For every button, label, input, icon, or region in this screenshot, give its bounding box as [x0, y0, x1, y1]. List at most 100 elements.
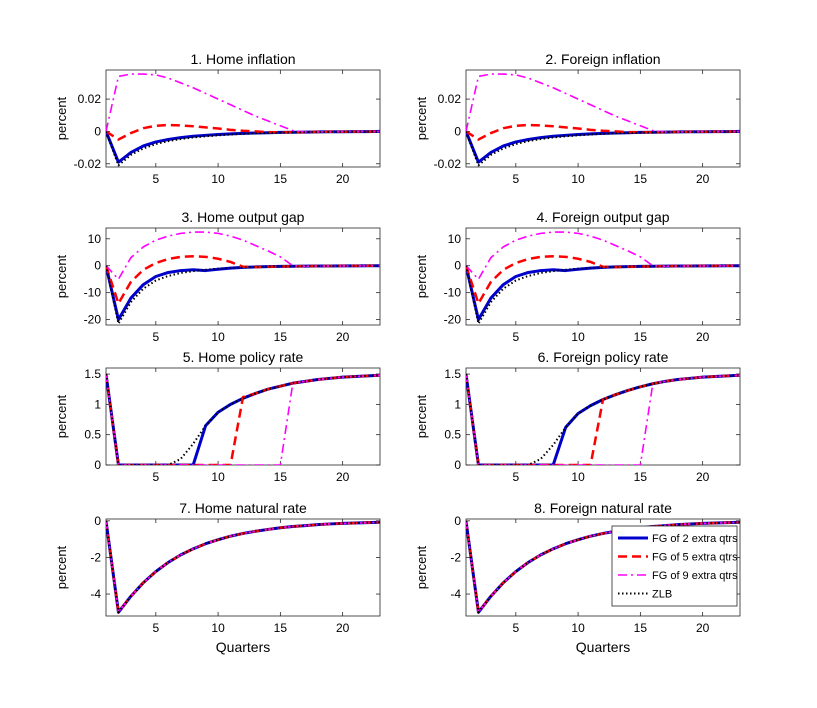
x-axis-label: Quarters — [576, 639, 630, 655]
y-axis-label: percent — [414, 394, 429, 438]
y-tick-label: 0 — [454, 458, 461, 472]
panel-8: 5 10 15 20 -4 -2 0 8. Foreign natural rate perce… — [414, 500, 741, 655]
series-group — [106, 231, 380, 325]
x-axis-label: Quarters — [216, 639, 270, 655]
panel-1: 5 10 15 20 -0.02 0 0.02 1. Home inflation percen… — [54, 51, 381, 186]
y-tick-label: -0.02 — [74, 157, 102, 171]
y-axis-label: percent — [414, 545, 429, 589]
panel-title: 1. Home inflation — [190, 51, 295, 67]
plot-area — [105, 69, 381, 168]
series-line-fg-of-5-extra-qtrs — [466, 520, 740, 614]
legend-label: FG of 2 extra qtrs — [652, 533, 738, 545]
y-tick-label: 10 — [88, 232, 102, 246]
x-tick-label: 15 — [274, 172, 288, 186]
y-tick-label: -10 — [84, 286, 102, 300]
series-group — [466, 73, 740, 167]
x-tick-label: 5 — [152, 470, 159, 484]
series-group — [106, 520, 380, 614]
x-tick-label: 20 — [336, 621, 350, 635]
series-line-fg-of-2-extra-qtrs — [466, 129, 740, 164]
series-line-fg-of-5-extra-qtrs — [106, 520, 380, 614]
x-tick-label: 15 — [634, 172, 648, 186]
y-tick-label: 1 — [94, 397, 101, 411]
x-tick-label: 10 — [571, 621, 585, 635]
series-line-fg-of-5-extra-qtrs — [466, 123, 740, 141]
x-tick-label: 10 — [571, 172, 585, 186]
panel-title: 8. Foreign natural rate — [534, 500, 672, 516]
x-tick-label: 5 — [152, 621, 159, 635]
legend-label: FG of 5 extra qtrs — [652, 552, 738, 564]
y-axis-label: percent — [414, 254, 429, 298]
series-group — [466, 373, 740, 465]
panel-6: 5 10 15 20 0 0.5 1 1.5 6. Foreign policy rate per… — [414, 349, 741, 484]
series-line-fg-of-5-extra-qtrs — [106, 373, 380, 465]
y-tick-label: 10 — [448, 232, 462, 246]
plot-area — [465, 367, 741, 466]
plot-area — [465, 227, 741, 326]
series-group — [466, 520, 740, 614]
panel-title: 5. Home policy rate — [183, 349, 304, 365]
legend-label: FG of 9 extra qtrs — [652, 570, 738, 582]
x-tick-label: 15 — [274, 330, 288, 344]
series-line-zlb — [466, 264, 740, 325]
series-line-fg-of-9-extra-qtrs — [106, 73, 380, 133]
plot-area — [465, 69, 741, 168]
x-tick-label: 10 — [211, 330, 225, 344]
y-tick-label: 1.5 — [84, 367, 101, 381]
y-tick-label: 0.5 — [84, 428, 101, 442]
y-tick-label: -20 — [444, 313, 462, 327]
x-tick-label: 20 — [336, 330, 350, 344]
panel-3: 5 10 15 20 -20 -10 0 10 3. Home output gap percen… — [54, 209, 381, 344]
series-group — [106, 73, 380, 167]
x-tick-label: 20 — [696, 621, 710, 635]
x-tick-label: 20 — [336, 172, 350, 186]
plot-area — [105, 227, 381, 326]
y-axis-label: percent — [54, 545, 69, 589]
y-tick-label: 0 — [454, 259, 461, 273]
x-tick-label: 15 — [274, 621, 288, 635]
legend-label: ZLB — [652, 589, 672, 601]
y-tick-label: -2 — [90, 550, 101, 564]
panel-2: 5 10 15 20 -0.02 0 0.02 2. Foreign inflation per… — [414, 51, 741, 186]
series-line-fg-of-9-extra-qtrs — [466, 73, 740, 133]
y-axis-label: percent — [54, 394, 69, 438]
panel-title: 2. Foreign inflation — [545, 51, 660, 67]
x-tick-label: 5 — [152, 330, 159, 344]
x-tick-label: 15 — [634, 621, 648, 635]
y-tick-label: 0.02 — [438, 92, 462, 106]
y-tick-label: -20 — [84, 313, 102, 327]
x-tick-label: 5 — [512, 470, 519, 484]
series-group — [466, 231, 740, 325]
y-tick-label: 0.5 — [444, 428, 461, 442]
series-line-fg-of-5-extra-qtrs — [106, 123, 380, 141]
x-tick-label: 10 — [211, 470, 225, 484]
y-axis-label: percent — [54, 254, 69, 298]
series-line-zlb — [106, 264, 380, 325]
series-line-fg-of-5-extra-qtrs — [466, 255, 740, 305]
y-tick-label: -2 — [450, 550, 461, 564]
y-tick-label: 0 — [94, 514, 101, 528]
y-tick-label: 0 — [94, 259, 101, 273]
panel-title: 4. Foreign output gap — [536, 209, 669, 225]
y-tick-label: -10 — [444, 286, 462, 300]
y-tick-label: 1.5 — [444, 367, 461, 381]
x-tick-label: 20 — [696, 172, 710, 186]
panel-title: 3. Home output gap — [182, 209, 305, 225]
y-tick-label: -4 — [90, 587, 101, 601]
legend: FG of 2 extra qtrs FG of 5 extra qtrs FG o… — [611, 525, 738, 607]
plot-area — [105, 367, 381, 466]
x-tick-label: 5 — [512, 330, 519, 344]
panel-title: 7. Home natural rate — [179, 500, 307, 516]
series-line-zlb — [466, 373, 740, 465]
panel-5: 5 10 15 20 0 0.5 1 1.5 5. Home policy rate percen… — [54, 349, 381, 484]
y-axis-label: percent — [414, 96, 429, 140]
series-line-fg-of-2-extra-qtrs — [106, 129, 380, 164]
y-axis-label: percent — [54, 96, 69, 140]
y-tick-label: 0 — [94, 124, 101, 138]
y-tick-label: 1 — [454, 397, 461, 411]
series-line-fg-of-5-extra-qtrs — [106, 255, 380, 305]
y-tick-label: -0.02 — [434, 157, 462, 171]
x-tick-label: 10 — [571, 330, 585, 344]
x-tick-label: 15 — [634, 470, 648, 484]
